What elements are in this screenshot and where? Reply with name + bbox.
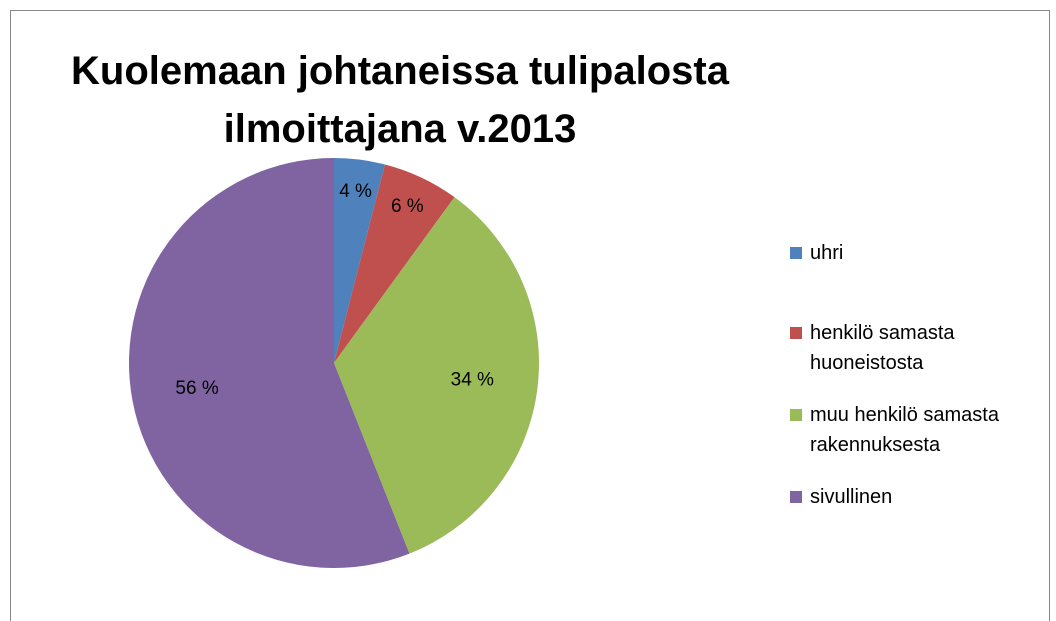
legend-item: muu henkilö samasta rakennuksesta xyxy=(790,400,1035,460)
legend-item: henkilö samasta huoneistosta xyxy=(790,318,990,378)
pie-slice xyxy=(129,158,410,568)
legend-swatch xyxy=(790,491,802,503)
pie-slice xyxy=(334,164,455,363)
chart-frame xyxy=(10,10,1050,621)
data-label: 6 % xyxy=(391,196,424,217)
legend-item: sivullinen xyxy=(790,482,990,512)
legend-label: uhri xyxy=(810,242,844,264)
pie-slice xyxy=(334,197,539,554)
legend-swatch xyxy=(790,247,802,259)
pie-slice xyxy=(334,158,385,363)
legend-label: sivullinen xyxy=(810,486,893,508)
legend-item: uhri xyxy=(790,238,990,268)
data-label: 56 % xyxy=(175,378,218,399)
chart-title: Kuolemaan johtaneissa tulipalosta ilmoit… xyxy=(71,49,729,151)
legend-label: muu henkilö samasta rakennuksesta xyxy=(810,404,999,456)
legend-label: henkilö samasta huoneistosta xyxy=(810,322,955,374)
legend-swatch xyxy=(790,409,802,421)
data-label: 4 % xyxy=(339,181,372,202)
legend-swatch xyxy=(790,327,802,339)
data-label: 34 % xyxy=(451,369,494,390)
pie: 4 % 6 % 34 % 56 % xyxy=(129,158,539,568)
